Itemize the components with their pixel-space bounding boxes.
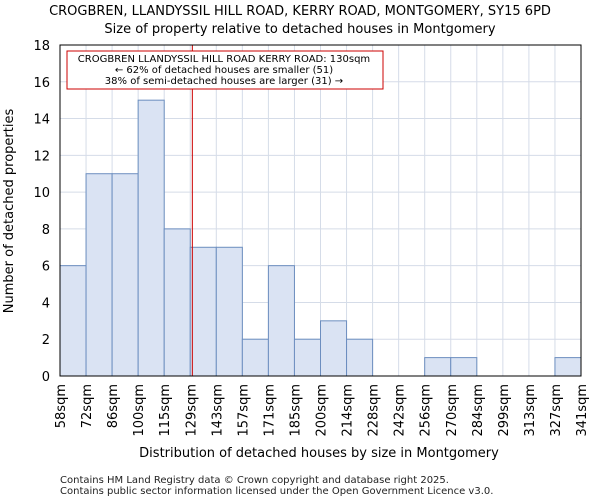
x-tick-label: 129sqm: [184, 384, 199, 437]
bar-129sqm: [189, 246, 217, 377]
bar-58sqm: [59, 265, 87, 377]
bar-115sqm: [163, 228, 191, 377]
x-tick-label: 270sqm: [445, 384, 460, 437]
bar-157sqm: [241, 338, 269, 377]
x-tick-label: 58sqm: [54, 384, 69, 428]
y-tick-label: 8: [42, 223, 50, 238]
y-tick-label: 14: [33, 113, 50, 128]
bar-214sqm: [346, 338, 374, 377]
x-tick-label: 100sqm: [132, 384, 147, 437]
x-tick-label: 341sqm: [575, 384, 590, 437]
plot-border: [59, 44, 582, 377]
x-tick-labels: 58sqm 72sqm 86sqm 100sqm 115sqm 129sqm 143sqm 1…: [54, 384, 590, 437]
y-tick-label: 6: [42, 260, 50, 275]
x-tick-label: 299sqm: [497, 384, 512, 437]
x-axis-label: Distribution of detached houses by size …: [139, 446, 499, 461]
x-tick-label: 72sqm: [80, 384, 95, 428]
y-tick-label: 18: [33, 39, 50, 54]
y-tick-label: 0: [42, 370, 50, 385]
chart-subtitle: Size of property relative to detached ho…: [104, 22, 496, 37]
y-tick-label: 16: [33, 76, 50, 91]
annotation-frame: [66, 50, 384, 90]
x-tick-label: 313sqm: [523, 384, 538, 437]
footer-line-1: Contains HM Land Registry data © Crown c…: [60, 475, 449, 486]
y-tick-label: 10: [33, 186, 50, 201]
chart-title: CROGBREN, LLANDYSSIL HILL ROAD, KERRY RO…: [49, 4, 551, 19]
annotation-box: CROGBREN LLANDYSSIL HILL ROAD KERRY ROAD…: [66, 50, 384, 90]
bar-200sqm: [320, 320, 348, 377]
bar-72sqm: [85, 173, 113, 377]
bar-86sqm: [111, 173, 139, 377]
bar-100sqm: [137, 99, 165, 377]
bar-185sqm: [293, 338, 322, 377]
bar-327sqm: [554, 357, 582, 377]
x-tick-label: 214sqm: [341, 384, 356, 437]
y-tick-label: 4: [42, 296, 50, 311]
x-tick-label: 284sqm: [471, 384, 486, 437]
y-tick-label: 2: [42, 333, 50, 348]
bar-256sqm: [424, 357, 452, 377]
y-axis-label: Number of detached properties: [2, 109, 17, 314]
x-tick-label: 86sqm: [106, 384, 121, 428]
annotation-line-1: CROGBREN LLANDYSSIL HILL ROAD KERRY ROAD…: [78, 54, 370, 65]
x-tick-label: 256sqm: [419, 384, 434, 437]
bar-143sqm: [215, 246, 243, 377]
footer-line-2: Contains public sector information licen…: [60, 486, 493, 497]
bar-270sqm: [450, 357, 478, 377]
x-tick-label: 171sqm: [262, 384, 277, 437]
x-tick-label: 200sqm: [315, 384, 330, 437]
y-tick-label: 12: [33, 149, 50, 164]
y-tick-labels: 0 2 4 6 8 10 12 14 16 18: [33, 39, 50, 385]
annotation-line-2: ← 62% of detached houses are smaller (51…: [115, 65, 333, 76]
x-tick-label: 143sqm: [210, 384, 225, 437]
x-tick-label: 228sqm: [367, 384, 382, 437]
x-tick-label: 242sqm: [393, 384, 408, 437]
x-tick-label: 327sqm: [549, 384, 564, 437]
bars: [59, 99, 582, 377]
annotation-line-3: 38% of semi-detached houses are larger (…: [105, 76, 343, 87]
x-tick-label: 115sqm: [158, 384, 173, 437]
x-tick-label: 157sqm: [236, 384, 251, 437]
x-tick-label: 185sqm: [288, 384, 303, 437]
bar-171sqm: [267, 265, 295, 377]
